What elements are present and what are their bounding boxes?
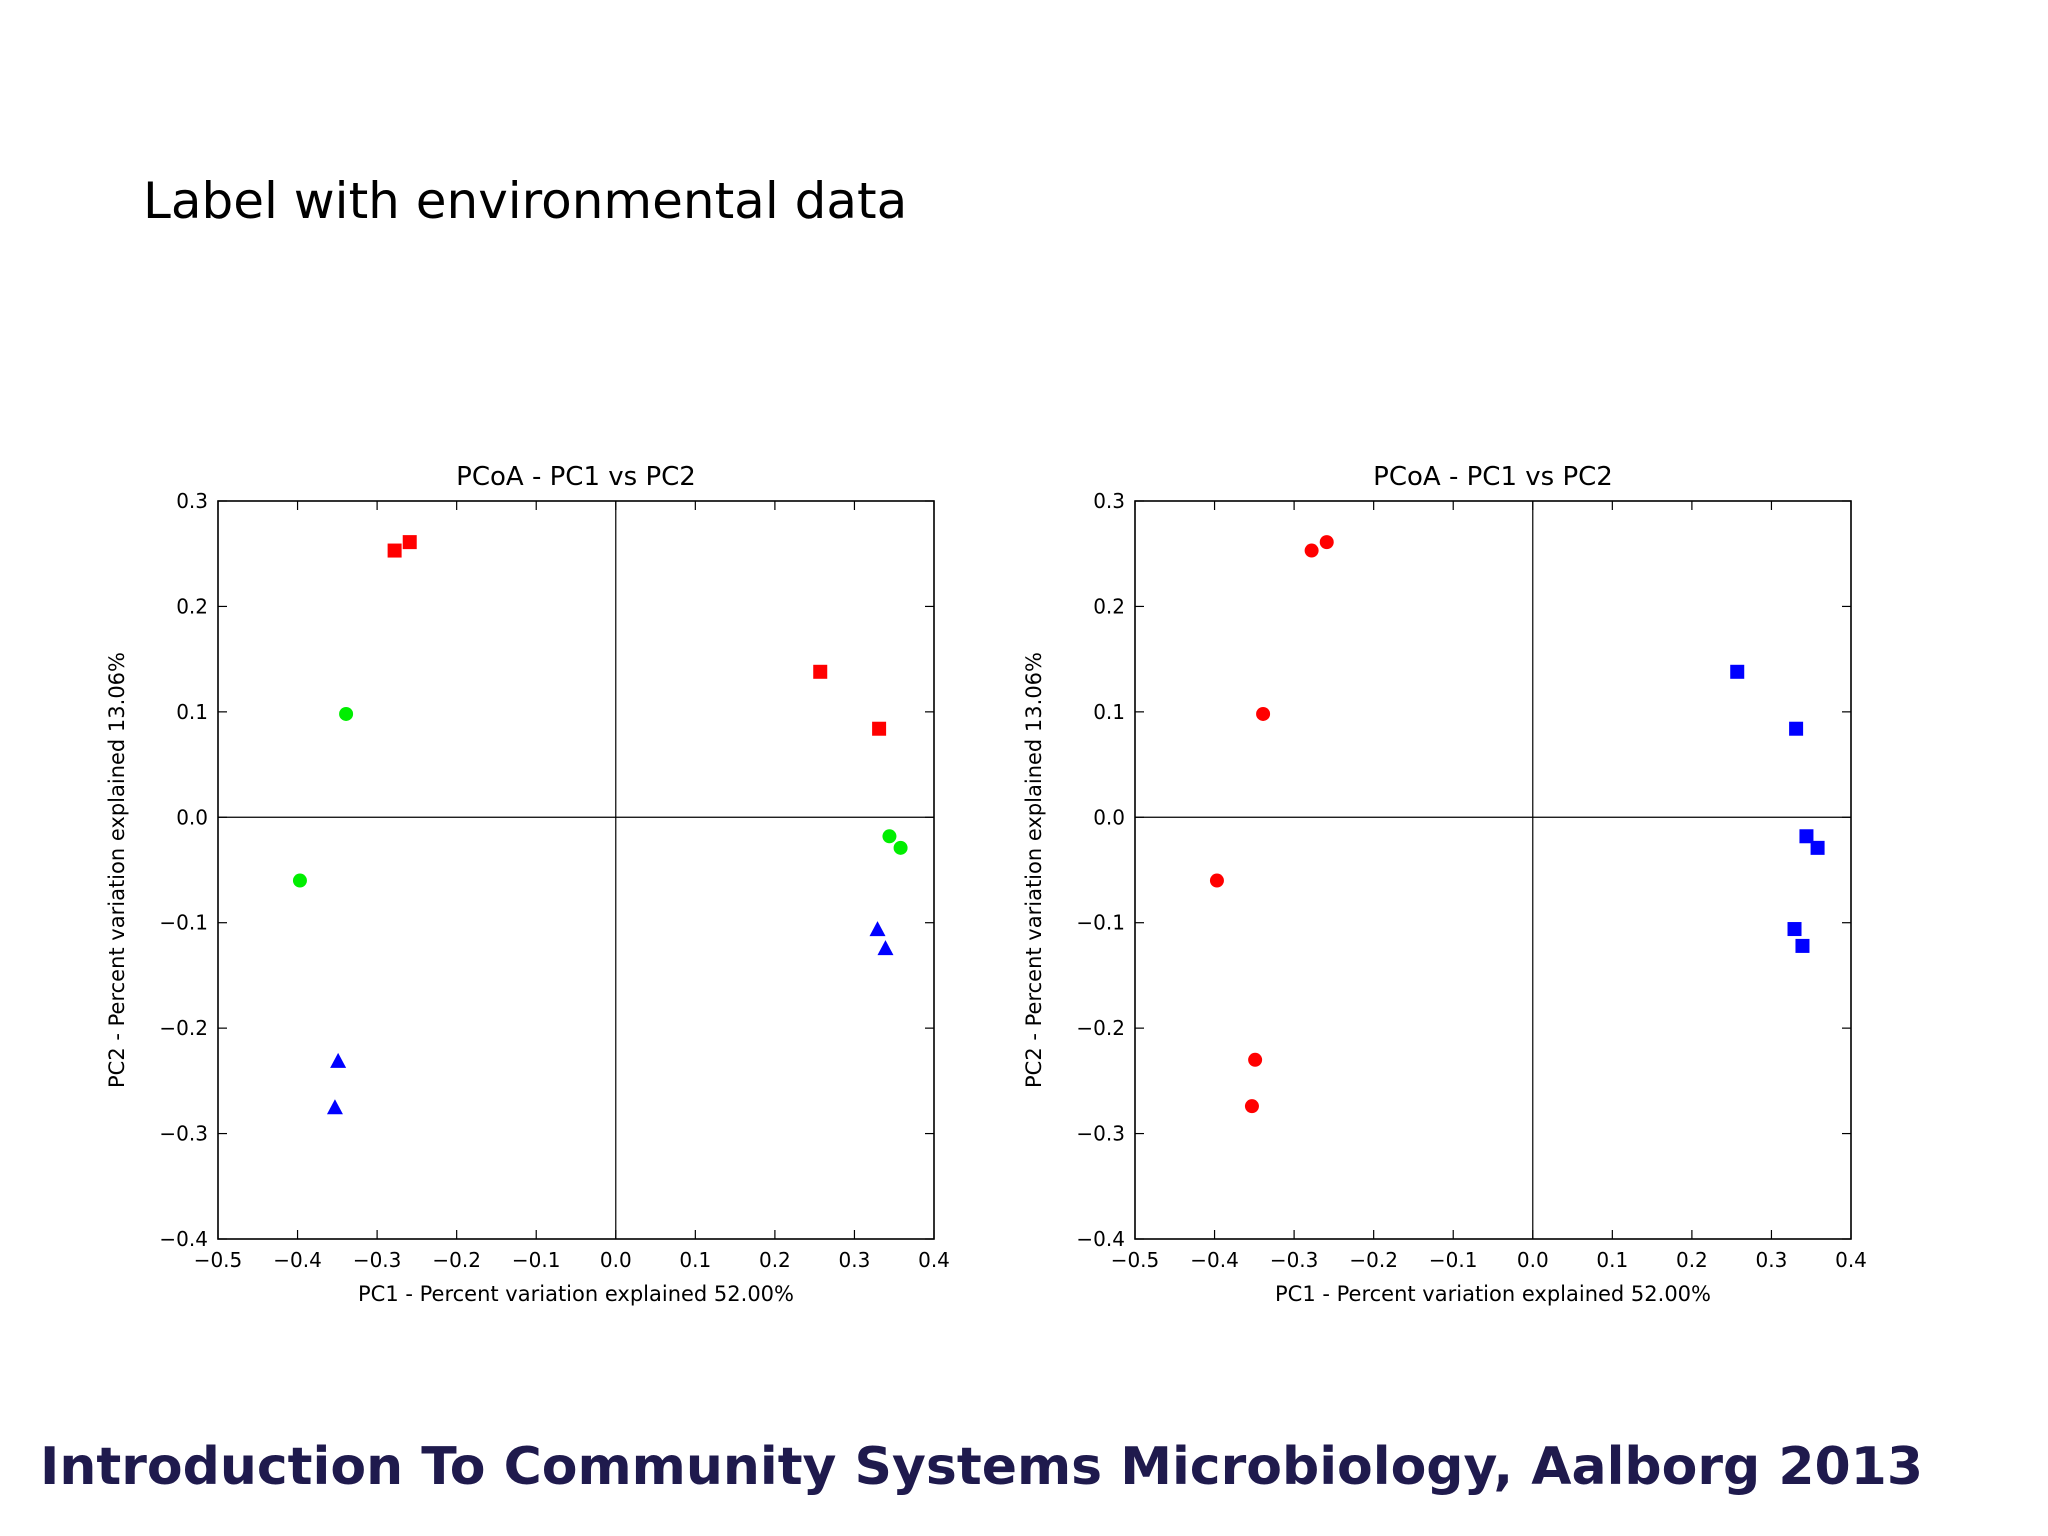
- x-tick-label: −0.2: [432, 1248, 481, 1272]
- data-point-circle: [882, 829, 897, 844]
- chart-title: PCoA - PC1 vs PC2: [456, 462, 696, 492]
- plot-frame: [1134, 500, 1852, 1240]
- x-tick-label: −0.3: [353, 1248, 402, 1272]
- data-point-square: [402, 535, 417, 550]
- y-tick-label: 0.3: [176, 489, 208, 513]
- data-point-circle: [1248, 1052, 1263, 1067]
- data-point-triangle: [330, 1052, 347, 1068]
- chart-title: PCoA - PC1 vs PC2: [1373, 462, 1613, 492]
- x-tick-label: −0.5: [1111, 1248, 1160, 1272]
- data-point-circle: [339, 706, 354, 721]
- y-tick-label: −0.3: [1076, 1122, 1125, 1146]
- x-axis-label: PC1 - Percent variation explained 52.00%: [358, 1282, 794, 1306]
- data-point-circle: [893, 840, 908, 855]
- y-tick-label: −0.1: [1076, 911, 1125, 935]
- x-tick-label: 0.4: [918, 1248, 950, 1272]
- data-point-square: [1799, 829, 1814, 844]
- x-tick-label: 0.0: [1517, 1248, 1549, 1272]
- y-axis-label: PC2 - Percent variation explained 13.06%: [1022, 652, 1046, 1088]
- y-tick-label: −0.2: [159, 1016, 208, 1040]
- data-point-circle: [1209, 873, 1224, 888]
- data-point-circle: [1256, 706, 1271, 721]
- y-tick-label: −0.2: [1076, 1016, 1125, 1040]
- y-tick-label: −0.4: [159, 1227, 208, 1251]
- x-tick-label: 0.3: [1756, 1248, 1788, 1272]
- data-point-circle: [1304, 543, 1319, 558]
- x-tick-label: 0.2: [759, 1248, 791, 1272]
- pcoa-chart-environment: PCoA - PC1 vs PC2 −0.5 −0.4 −0.3 −0.2 −0.1 0.0…: [100, 455, 1000, 1315]
- pcoa-chart-groups: PCoA - PC1 vs PC2 −0.5 −0.4 −0.3 −0.2 −0.1 0.0…: [1017, 455, 1917, 1315]
- data-point-triangle: [877, 940, 894, 956]
- data-point-triangle: [869, 921, 886, 937]
- x-axis-label: PC1 - Percent variation explained 52.00%: [1275, 1282, 1711, 1306]
- x-tick-label: 0.4: [1835, 1248, 1867, 1272]
- data-point-circle: [1319, 535, 1334, 550]
- pcoa-plot-right: PCoA - PC1 vs PC2−0.5 −0.4 −0.3 −0.2 −0.1 0.0…: [1022, 462, 1867, 1306]
- y-tick-label: 0.1: [1093, 700, 1125, 724]
- y-tick-label: 0.2: [176, 594, 208, 618]
- data-point-square: [387, 543, 402, 558]
- slide-title: Label with environmental data: [143, 172, 908, 230]
- y-tick-label: 0.2: [1093, 594, 1125, 618]
- data-point-circle: [292, 873, 307, 888]
- y-axis-label: PC2 - Percent variation explained 13.06%: [105, 652, 129, 1088]
- y-tick-label: 0.1: [176, 700, 208, 724]
- data-point-square: [1789, 721, 1804, 736]
- y-tick-label: −0.1: [159, 911, 208, 935]
- x-tick-label: −0.1: [1429, 1248, 1478, 1272]
- y-tick-label: −0.3: [159, 1122, 208, 1146]
- data-point-square: [1730, 664, 1745, 679]
- x-tick-label: 0.2: [1676, 1248, 1708, 1272]
- data-point-square: [813, 664, 828, 679]
- footer-text: Introduction To Community Systems Microb…: [40, 1437, 1924, 1497]
- plot-frame: [217, 500, 935, 1240]
- data-point-square: [1787, 922, 1802, 937]
- x-tick-label: −0.5: [194, 1248, 243, 1272]
- x-tick-label: −0.4: [273, 1248, 322, 1272]
- data-point-square: [872, 721, 887, 736]
- x-tick-label: 0.3: [839, 1248, 871, 1272]
- data-point-triangle: [326, 1099, 343, 1115]
- x-tick-label: 0.1: [1596, 1248, 1628, 1272]
- data-point-square: [1810, 840, 1825, 855]
- data-point-circle: [1244, 1099, 1259, 1114]
- x-tick-label: 0.1: [679, 1248, 711, 1272]
- x-tick-label: 0.0: [600, 1248, 632, 1272]
- y-tick-label: −0.4: [1076, 1227, 1125, 1251]
- pcoa-plot-left: PCoA - PC1 vs PC2−0.5 −0.4 −0.3 −0.2 −0.1 0.0…: [105, 462, 950, 1306]
- x-tick-label: −0.2: [1349, 1248, 1398, 1272]
- y-tick-label: 0.0: [176, 805, 208, 829]
- data-point-square: [1795, 938, 1810, 953]
- x-tick-label: −0.3: [1270, 1248, 1319, 1272]
- y-tick-label: 0.3: [1093, 489, 1125, 513]
- x-tick-label: −0.4: [1190, 1248, 1239, 1272]
- y-tick-label: 0.0: [1093, 805, 1125, 829]
- x-tick-label: −0.1: [512, 1248, 561, 1272]
